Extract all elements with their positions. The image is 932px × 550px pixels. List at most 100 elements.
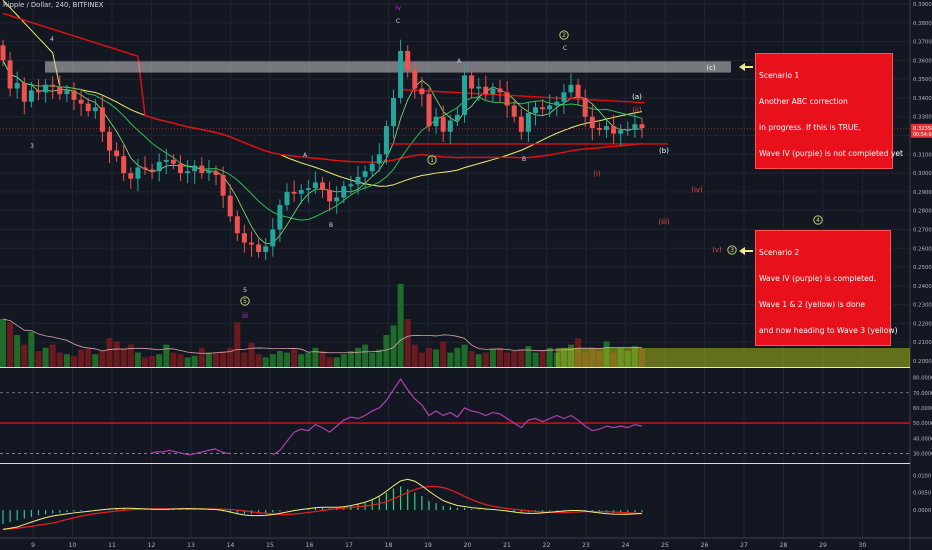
rsi-axis-label: 40.0000: [913, 436, 932, 442]
time-axis-label: 10: [69, 542, 77, 549]
volume-bar: [369, 352, 376, 367]
volume-bar: [35, 351, 42, 367]
candle-body: [625, 129, 631, 131]
candle-body: [298, 190, 304, 194]
candle-body: [383, 126, 389, 155]
wave-label-red: (i): [593, 170, 601, 178]
rsi-line: [272, 378, 643, 456]
candle-body: [263, 246, 269, 253]
volume-bar: [511, 351, 518, 367]
volume-bar: [163, 344, 170, 367]
candle-body: [632, 124, 638, 130]
rsi-axis-label: 60.0000: [913, 406, 932, 412]
wave-circle-yellow: [813, 215, 823, 225]
candle-body: [227, 195, 233, 217]
volume-bar: [7, 322, 14, 367]
candle-body: [511, 105, 517, 117]
volume-bar: [170, 352, 177, 367]
candle-body: [334, 197, 340, 202]
volume-bar: [362, 344, 369, 367]
volume-bar: [28, 331, 35, 367]
volume-bar: [383, 335, 390, 367]
candle-body: [249, 242, 254, 245]
macd-axis-label: 0.0000: [913, 508, 931, 514]
volume-bar: [482, 352, 489, 367]
wave-label-red: (a): [632, 93, 642, 101]
time-axis-label: 11: [108, 542, 116, 549]
volume-bar: [468, 351, 475, 367]
volume-bar: [156, 354, 163, 367]
arrow-left-icon: [739, 247, 753, 255]
time-axis-label: 26: [701, 542, 709, 549]
volume-bar: [532, 352, 539, 367]
candle-body: [405, 50, 411, 70]
candle-body: [135, 167, 141, 179]
candle-body: [163, 159, 169, 162]
scenario2-line: Scenario 2: [759, 248, 800, 258]
volume-bar: [134, 352, 141, 367]
scenario2-line: and now heading to Wave 3 (yellow): [759, 325, 898, 335]
candle-body: [270, 229, 276, 247]
candle-body: [199, 165, 205, 174]
candle-body: [305, 188, 311, 191]
candle-body: [213, 171, 219, 175]
candle-body: [71, 90, 77, 100]
candle-body: [341, 186, 347, 198]
rsi-axis-label: 50.0000: [913, 421, 932, 427]
volume-bar: [404, 319, 411, 367]
volume-bar: [312, 347, 319, 367]
volume-bar: [191, 355, 198, 367]
volume-bar: [0, 319, 6, 367]
wave-circle-yellow: [427, 155, 437, 165]
pane-separator[interactable]: [0, 463, 910, 464]
volume-bar: [440, 341, 447, 367]
candle-body: [369, 163, 375, 172]
volume-bar: [213, 352, 219, 367]
volume-bar: [14, 335, 21, 367]
candle-body: [575, 84, 581, 98]
volume-bar: [198, 347, 205, 367]
candle-body: [540, 107, 546, 110]
candle-body: [568, 84, 574, 93]
volume-bar: [21, 344, 28, 367]
volume-bar: [241, 352, 248, 367]
candle-body: [469, 75, 475, 89]
wave-circle-yellow: [240, 296, 250, 306]
wave-label-white: A: [303, 152, 308, 159]
scenario1-line: Wave IV (purple) is not completed yet: [759, 148, 903, 158]
rsi-axis-label: 30.0000: [913, 451, 932, 457]
scenario2-line: Wave 1 & 2 (yellow) is done: [759, 299, 866, 309]
volume-bar: [305, 352, 312, 367]
ma-red-line: [2, 12, 643, 163]
volume-bar: [298, 354, 305, 367]
wave-label-red: (v): [712, 246, 722, 254]
time-axis-label: 25: [661, 542, 669, 549]
wave-circle-yellow: [559, 30, 569, 40]
candle-body: [107, 131, 112, 151]
arrow-left-icon: [739, 63, 753, 71]
candle-body: [327, 190, 333, 202]
time-axis-label: 16: [306, 542, 314, 549]
candle-body: [596, 128, 602, 130]
wave-label-white: A: [457, 58, 462, 65]
wave-label-white: C: [563, 45, 567, 52]
candle-body: [447, 120, 453, 132]
time-axis-label: 28: [780, 542, 788, 549]
candle-body: [142, 167, 148, 170]
wave-circle-yellow: [727, 245, 737, 255]
wave-label-red: (iii): [658, 218, 670, 226]
volume-bar: [99, 351, 106, 367]
wave-label-red: (iv): [691, 186, 703, 194]
volume-bar: [49, 344, 56, 367]
candle-body: [21, 82, 27, 102]
pane-separator[interactable]: [0, 367, 910, 368]
candle-body: [518, 116, 524, 132]
volume-bar: [411, 344, 418, 367]
time-axis-label: 12: [148, 542, 156, 549]
volume-bar: [333, 357, 340, 367]
candle-body: [398, 50, 404, 98]
volume-bar: [376, 349, 383, 367]
